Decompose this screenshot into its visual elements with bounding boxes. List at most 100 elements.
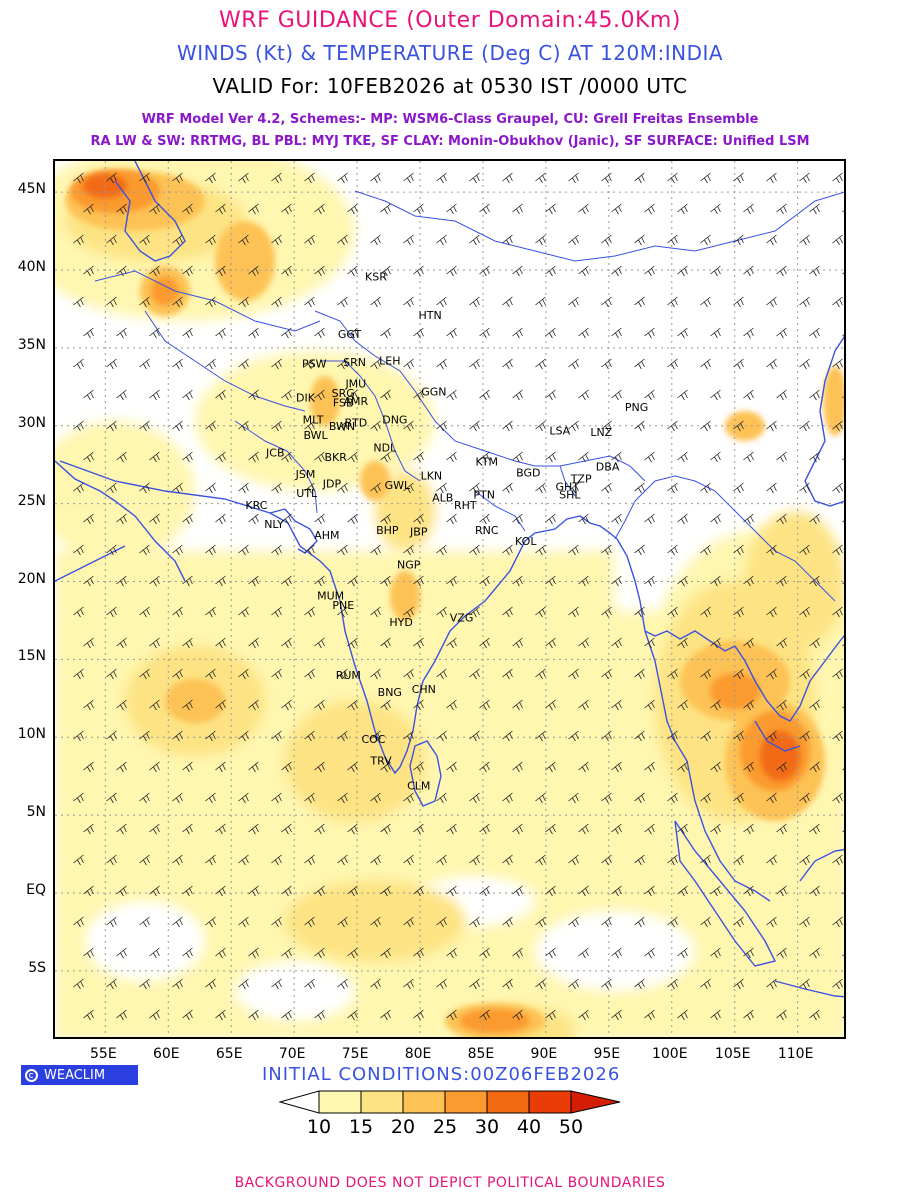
wind-barb (436, 730, 447, 742)
wind-barb (347, 327, 358, 339)
wind-barb (733, 978, 744, 990)
wind-barb (601, 792, 612, 804)
longitude-tick-label: 80E (404, 1046, 432, 1062)
wind-barb (611, 389, 622, 401)
wind-barb (215, 637, 226, 649)
wind-barb (809, 265, 820, 277)
wind-barb (304, 482, 315, 494)
wind-barb (743, 389, 754, 401)
wind-barb (733, 916, 744, 928)
wind-barb (446, 761, 457, 773)
wind-barb (172, 792, 183, 804)
wind-barb (149, 513, 160, 525)
wind-barb (337, 730, 348, 742)
wind-barb (700, 296, 711, 308)
wind-barb (83, 451, 94, 463)
wind-barb (106, 792, 117, 804)
station-label: NDL (373, 442, 397, 455)
wind-barb (601, 234, 612, 246)
wind-barb (578, 761, 589, 773)
wind-barb (766, 544, 777, 556)
wind-barb (83, 575, 94, 587)
wind-barb (809, 203, 820, 215)
wind-barb (677, 823, 688, 835)
wind-barb (106, 854, 117, 866)
wind-barb (502, 916, 513, 928)
wind-barb (304, 420, 315, 432)
wind-barb (799, 544, 810, 556)
wind-barb (469, 916, 480, 928)
wind-barb (73, 420, 84, 432)
wind-barb (799, 606, 810, 618)
wind-barb (149, 637, 160, 649)
wind-barb (281, 389, 292, 401)
station-label: PSW (302, 357, 327, 370)
wind-barb (215, 451, 226, 463)
wind-barb (83, 947, 94, 959)
wind-barb (106, 668, 117, 680)
wind-barb (512, 575, 523, 587)
wind-barb (413, 1009, 424, 1021)
wind-barb (149, 699, 160, 711)
wind-barb (644, 327, 655, 339)
wind-barb (535, 544, 546, 556)
wind-barb (238, 916, 249, 928)
wind-barb (281, 885, 292, 897)
wind-barb (238, 234, 249, 246)
wind-barb (347, 265, 358, 277)
wind-barb (502, 296, 513, 308)
wind-barb (370, 668, 381, 680)
wind-barb (710, 389, 721, 401)
latitude-tick-label: 20N (17, 570, 46, 587)
wind-barb (149, 327, 160, 339)
wind-barb (106, 420, 117, 432)
wind-barb (469, 296, 480, 308)
station-label: KRC (245, 499, 267, 512)
wind-barb (106, 544, 117, 556)
wind-barb (469, 668, 480, 680)
wind-barb (116, 265, 127, 277)
wind-barb (238, 792, 249, 804)
wind-barb (799, 978, 810, 990)
chart-title: WRF GUIDANCE (Outer Domain:45.0Km) (219, 8, 681, 33)
station-label: PNE (332, 599, 354, 612)
wind-barb (799, 854, 810, 866)
wind-barb (347, 699, 358, 711)
wind-barb (314, 823, 325, 835)
wind-barb (601, 482, 612, 494)
wind-barb (568, 916, 579, 928)
wind-barb (601, 730, 612, 742)
wind-barb (215, 761, 226, 773)
wind-barb (380, 575, 391, 587)
wind-barb (479, 265, 490, 277)
wind-barb (644, 823, 655, 835)
wind-barb (337, 916, 348, 928)
wind-barb (436, 606, 447, 618)
wind-barb (83, 1009, 94, 1021)
wind-barb (116, 327, 127, 339)
wind-barb (766, 916, 777, 928)
wind-barb (535, 916, 546, 928)
wind-barb (545, 265, 556, 277)
temperature-shading (55, 161, 844, 1037)
wind-barb (502, 792, 513, 804)
wind-barb (73, 730, 84, 742)
wind-barb (601, 668, 612, 680)
wind-barb (677, 451, 688, 463)
wind-barb (403, 482, 414, 494)
wind-barb (238, 482, 249, 494)
station-label: JBP (409, 526, 428, 539)
wind-barb (106, 730, 117, 742)
wind-barb (667, 420, 678, 432)
wind-barb (215, 947, 226, 959)
longitude-tick-label: 90E (530, 1046, 558, 1062)
wind-barb (479, 637, 490, 649)
wind-barb (83, 885, 94, 897)
wind-barb (644, 761, 655, 773)
wind-barb (733, 544, 744, 556)
station-label: SRG (332, 387, 355, 400)
station-label: BGD (516, 467, 540, 480)
wind-barb (809, 885, 820, 897)
wind-barb (403, 916, 414, 928)
wind-barb (413, 885, 424, 897)
